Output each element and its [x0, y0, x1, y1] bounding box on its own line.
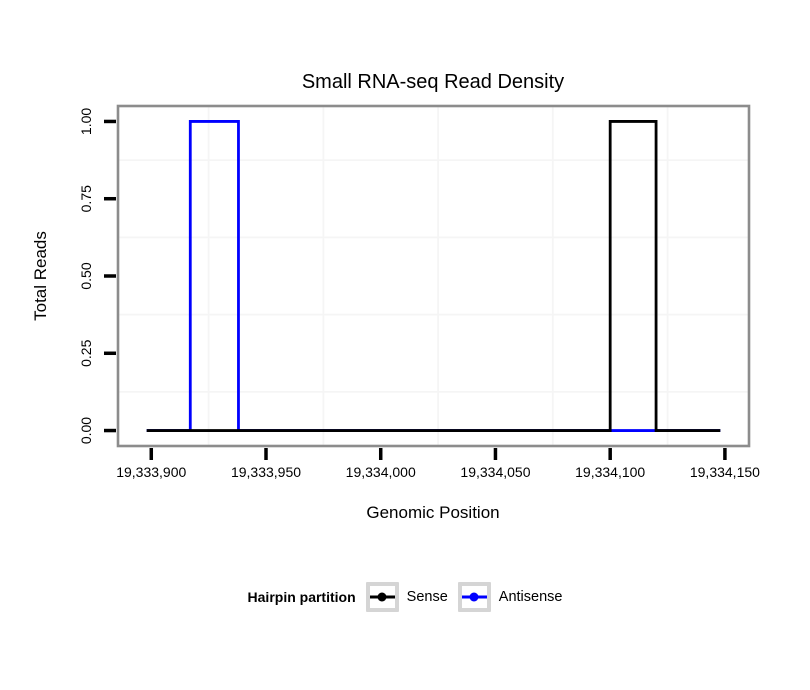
- legend-key-sense-icon: [365, 581, 399, 612]
- x-tick-label: 19,334,000: [346, 464, 416, 480]
- legend-item-sense: Sense: [365, 581, 448, 612]
- legend-label-sense: Sense: [406, 588, 448, 605]
- y-tick-label: 1.00: [78, 108, 94, 135]
- x-tick-label: 19,334,100: [575, 464, 645, 480]
- legend-title: Hairpin partition: [247, 588, 356, 605]
- series-line-antisense: [146, 120, 721, 432]
- legend-key-dot: [377, 592, 387, 601]
- legend-label-antisense: Antisense: [498, 588, 563, 605]
- y-tick-label: 0.00: [78, 417, 94, 444]
- legend-item-antisense: Antisense: [457, 581, 563, 612]
- legend-key-antisense-icon: [457, 581, 491, 612]
- y-tick-label: 0.75: [78, 185, 94, 212]
- panel-border: [116, 104, 751, 448]
- x-axis-title: Genomic Position: [366, 503, 500, 522]
- x-tick-label: 19,333,950: [231, 464, 301, 480]
- series-line-sense: [146, 120, 721, 432]
- y-tick-label: 0.50: [78, 262, 94, 289]
- x-tick-label: 19,334,050: [460, 464, 530, 480]
- x-tick-label: 19,333,900: [116, 464, 186, 480]
- chart-title: Small RNA-seq Read Density: [301, 71, 565, 93]
- y-tick-label: 0.25: [78, 339, 94, 366]
- y-axis-title: Total Reads: [31, 231, 50, 321]
- legend-key-dot: [469, 592, 479, 601]
- legend: Hairpin partition Sense Antisense: [0, 580, 810, 613]
- x-tick-label: 19,334,150: [690, 464, 760, 480]
